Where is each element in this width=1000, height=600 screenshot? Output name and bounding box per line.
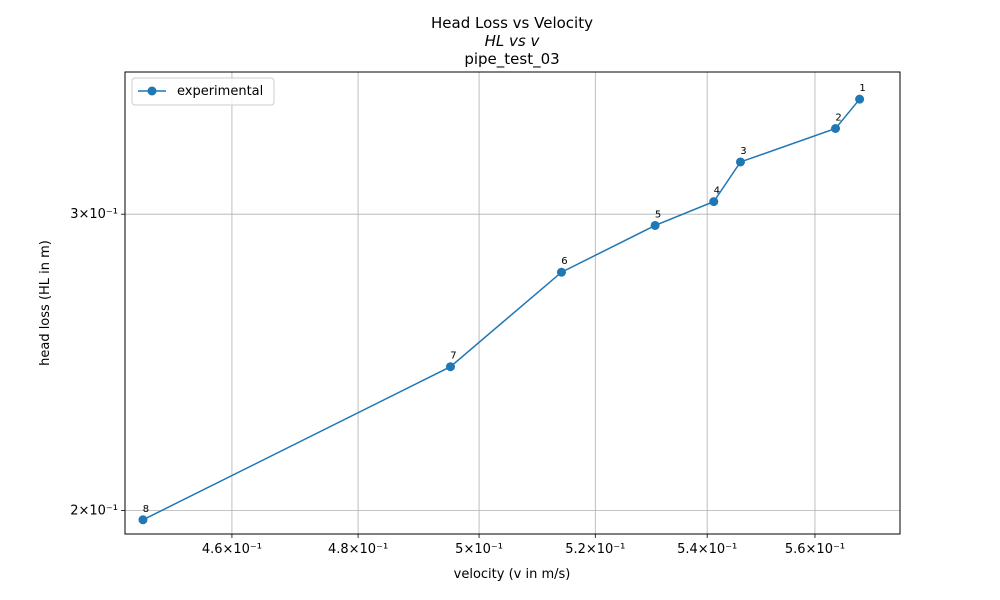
y-axis-label: head loss (HL in m) — [38, 240, 53, 366]
x-tick-label: 5.4×10⁻¹ — [677, 542, 737, 557]
point-label: 3 — [740, 146, 746, 157]
chart-title: Head Loss vs Velocity — [431, 14, 593, 32]
chart-subtitle-2: pipe_test_03 — [464, 50, 559, 69]
point-label-layer: 1 2 3 4 5 6 7 8 — [143, 83, 866, 515]
x-tick-label: 4.8×10⁻¹ — [328, 542, 388, 557]
chart-subtitle: HL vs v — [485, 32, 541, 50]
x-tick-label: 4.6×10⁻¹ — [202, 542, 262, 557]
point-label: 6 — [561, 256, 567, 267]
legend: experimental — [131, 77, 275, 106]
data-point — [445, 362, 455, 372]
data-point — [138, 515, 148, 525]
point-label: 7 — [450, 351, 456, 362]
data-point — [556, 267, 566, 277]
x-tick-label: 5.2×10⁻¹ — [565, 542, 625, 557]
plot-frame — [124, 71, 901, 535]
data-point — [855, 94, 865, 104]
series-line — [142, 98, 861, 521]
data-point — [831, 123, 841, 133]
x-tick-label: 5×10⁻¹ — [455, 542, 503, 557]
point-label: 5 — [655, 209, 661, 220]
point-label: 4 — [714, 186, 720, 197]
data-point — [735, 157, 745, 167]
x-tick-label: 5.6×10⁻¹ — [785, 542, 845, 557]
legend-box — [131, 77, 275, 106]
point-label: 2 — [835, 112, 841, 123]
point-label: 1 — [859, 83, 865, 94]
legend-label: experimental — [177, 84, 263, 99]
x-axis-label: velocity (v in m/s) — [454, 567, 571, 582]
tick-layer: 4.6×10⁻¹ 4.8×10⁻¹ 5×10⁻¹ 5.2×10⁻¹ 5.4×10⁻¹ 5.… — [70, 207, 845, 557]
grid-layer — [125, 72, 900, 534]
y-tick-label: 2×10⁻¹ — [70, 504, 118, 519]
point-label: 8 — [143, 504, 149, 515]
legend-marker — [147, 86, 157, 96]
series-layer — [138, 94, 865, 525]
y-tick-label: 3×10⁻¹ — [70, 207, 118, 222]
data-point — [709, 197, 719, 207]
data-point — [650, 220, 660, 230]
